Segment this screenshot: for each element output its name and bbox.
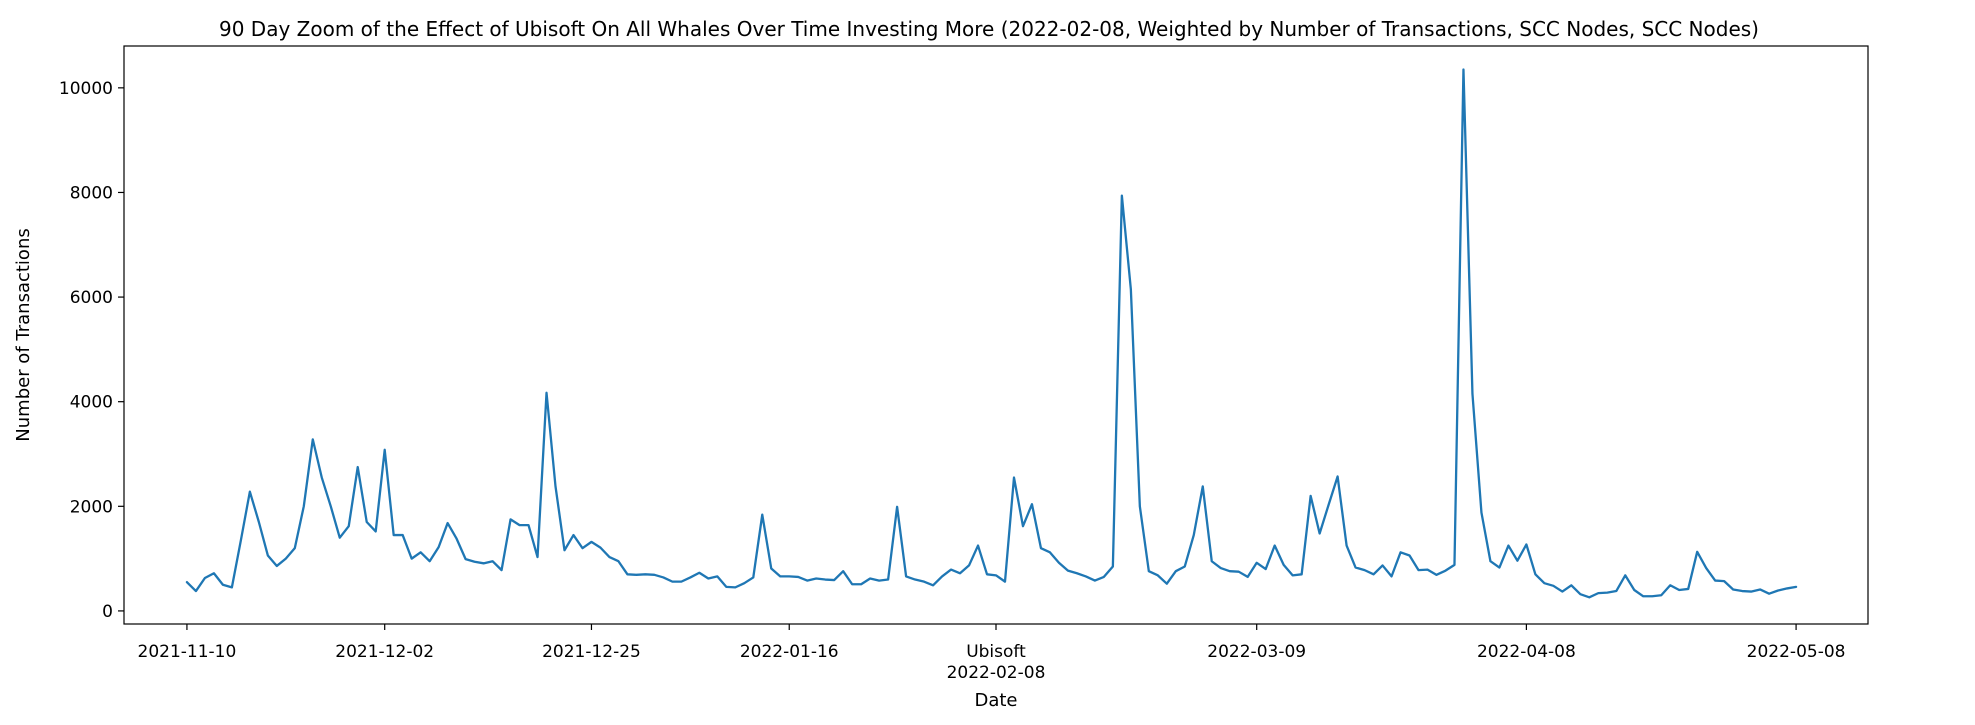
x-axis-label: Date [974,690,1017,711]
y-tick-label: 2000 [70,497,113,517]
x-tick-label: 2022-02-08 [947,663,1046,683]
x-tick-label: 2022-04-08 [1477,642,1576,662]
y-axis: 0 2000 4000 6000 8000 10000 [59,79,124,622]
plot-frame [123,45,1869,625]
x-tick-label: 2022-05-08 [1747,642,1846,662]
x-tick-label: 2022-03-09 [1207,642,1306,662]
x-tick-label: 2021-12-25 [542,642,641,662]
y-tick-label: 0 [102,602,113,622]
plot-series [185,68,1798,599]
y-axis-label: Number of Transactions [13,228,34,441]
event-annotation-label: Ubisoft [966,642,1026,662]
y-tick-label: 10000 [59,79,113,99]
x-tick-label: 2021-12-02 [335,642,434,662]
y-tick-label: 6000 [70,288,113,308]
series-line [185,68,1798,599]
chart-title: 90 Day Zoom of the Effect of Ubisoft On … [219,17,1759,41]
x-tick-label: 2022-01-16 [740,642,839,662]
x-tick-label: 2021-11-10 [138,642,237,662]
y-tick-label: 4000 [70,393,113,413]
y-tick-label: 8000 [70,183,113,203]
x-axis: 2021-11-10 2021-12-02 2021-12-25 2022-01-16… [138,624,1846,683]
